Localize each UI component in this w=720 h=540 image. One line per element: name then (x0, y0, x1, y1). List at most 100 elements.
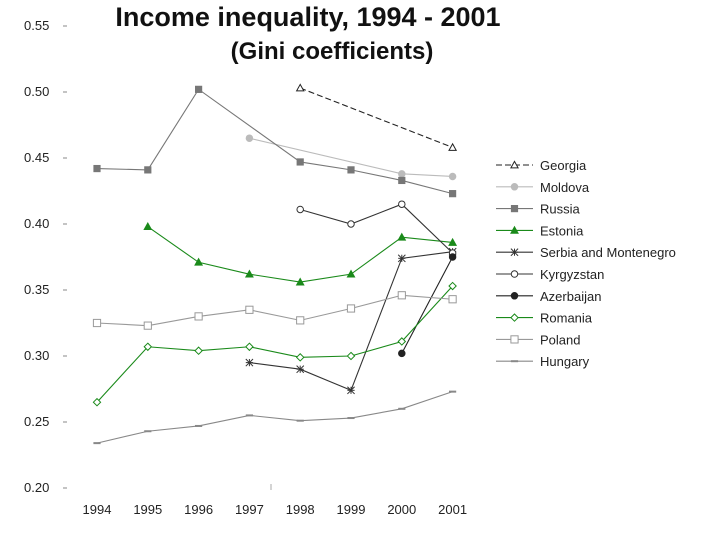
series-line-hungary (96, 391, 453, 444)
data-point-estonia (194, 257, 204, 266)
legend-label: Poland (540, 332, 580, 347)
series-line-azerbaijan (401, 256, 454, 354)
data-point-serbia-and-montenegro (245, 358, 254, 367)
data-point-romania (92, 397, 102, 407)
y-tick-label: 0.55 (24, 18, 49, 33)
legend-item-poland: Poland (496, 332, 580, 347)
x-tick-label: 1994 (83, 502, 112, 517)
legend-item-georgia: Georgia (496, 158, 587, 173)
legend-marker-estonia (510, 225, 519, 234)
data-point-estonia (143, 222, 153, 231)
data-point-moldova (398, 170, 406, 178)
legend-item-romania: Romania (496, 311, 593, 326)
x-tick-label: 1998 (286, 502, 315, 517)
series-kyrgyzstan (296, 200, 457, 257)
legend-marker-moldova (510, 183, 519, 191)
legend-item-serbia-and-montenegro: Serbia and Montenegro (496, 245, 676, 260)
legend-label: Georgia (540, 158, 587, 173)
data-point-romania (245, 342, 254, 352)
legend-label: Russia (540, 202, 581, 217)
y-tick-label: 0.45 (24, 150, 49, 165)
data-point-romania (143, 342, 153, 352)
y-tick-label: 0.25 (24, 414, 49, 429)
legend-label: Hungary (540, 354, 590, 369)
legend-item-estonia: Estonia (496, 223, 584, 238)
legend-marker-kyrgyzstan (510, 270, 519, 278)
y-tick-label: 0.30 (24, 348, 49, 363)
data-point-poland (92, 318, 102, 328)
series-russia (93, 85, 457, 198)
legend-marker-azerbaijan (510, 292, 519, 300)
data-point-moldova (448, 172, 457, 181)
data-point-serbia-and-montenegro (397, 254, 406, 263)
data-point-russia (398, 176, 406, 185)
legend-marker-serbia-and-montenegro (510, 248, 519, 257)
series-poland (92, 291, 457, 330)
legend-marker-poland (510, 335, 519, 344)
data-point-poland (296, 316, 305, 325)
data-point-serbia-and-montenegro (296, 365, 305, 374)
x-tick-label: 1997 (235, 502, 264, 517)
chart-title: Income inequality, 1994 - 2001 (115, 2, 501, 32)
data-point-russia (144, 166, 152, 174)
data-point-poland (346, 304, 356, 313)
y-tick-label: 0.20 (24, 480, 49, 495)
x-tick-label: 1999 (337, 502, 366, 517)
data-point-russia (296, 158, 304, 166)
legend-label: Kyrgyzstan (540, 267, 604, 282)
x-tick-label: 1995 (133, 502, 162, 517)
data-point-estonia (346, 269, 356, 278)
legend-marker-romania (510, 313, 519, 322)
legend-label: Romania (540, 311, 593, 326)
data-point-kyrgyzstan (347, 220, 355, 228)
series-estonia (143, 222, 458, 286)
data-point-kyrgyzstan (398, 200, 406, 208)
data-point-estonia (397, 232, 407, 241)
x-tick-label: 2001 (438, 502, 467, 517)
x-tick-label: 2000 (387, 502, 416, 517)
legend-item-azerbaijan: Azerbaijan (496, 289, 601, 304)
legend-item-russia: Russia (496, 202, 581, 217)
data-point-poland (448, 295, 457, 304)
data-point-russia (347, 166, 355, 174)
series-georgia (295, 83, 458, 151)
legend-item-moldova: Moldova (496, 180, 590, 195)
data-point-romania (194, 346, 203, 356)
legend-marker-georgia (510, 160, 519, 169)
x-tick-label: 1996 (184, 502, 213, 517)
legend-label: Azerbaijan (540, 289, 601, 304)
data-point-estonia (448, 237, 458, 246)
data-point-russia (93, 164, 101, 173)
data-point-romania (346, 351, 356, 361)
data-point-poland (245, 305, 254, 314)
data-point-estonia (295, 277, 305, 286)
data-point-russia (449, 190, 457, 198)
data-point-georgia (448, 142, 458, 151)
series-line-poland (96, 294, 453, 327)
data-point-serbia-and-montenegro (347, 386, 355, 395)
data-point-georgia (295, 83, 305, 92)
series-line-kyrgyzstan (300, 203, 453, 254)
series-line-romania (96, 285, 454, 403)
data-point-romania (397, 337, 407, 346)
chart-subtitle: (Gini coefficients) (230, 38, 434, 65)
series-hungary (93, 390, 457, 445)
legend: Georgia Moldova Russia Estonia Serbia and Mo… (496, 158, 676, 369)
y-tick-label: 0.35 (24, 282, 49, 297)
y-tick-label: 0.50 (24, 84, 49, 99)
series-line-georgia (300, 87, 453, 148)
legend-item-hungary: Hungary (496, 354, 590, 369)
data-point-azerbaijan (448, 253, 457, 261)
data-point-poland (397, 291, 406, 300)
legend-label: Estonia (540, 223, 584, 238)
legend-item-kyrgyzstan: Kyrgyzstan (496, 267, 604, 282)
data-point-poland (143, 321, 152, 330)
data-point-romania (295, 353, 305, 362)
series-line-estonia (147, 226, 453, 283)
series-azerbaijan (398, 253, 457, 358)
legend-marker-russia (510, 205, 519, 213)
series-romania (92, 281, 457, 407)
y-tick-label: 0.40 (24, 216, 49, 231)
data-point-romania (448, 281, 457, 291)
